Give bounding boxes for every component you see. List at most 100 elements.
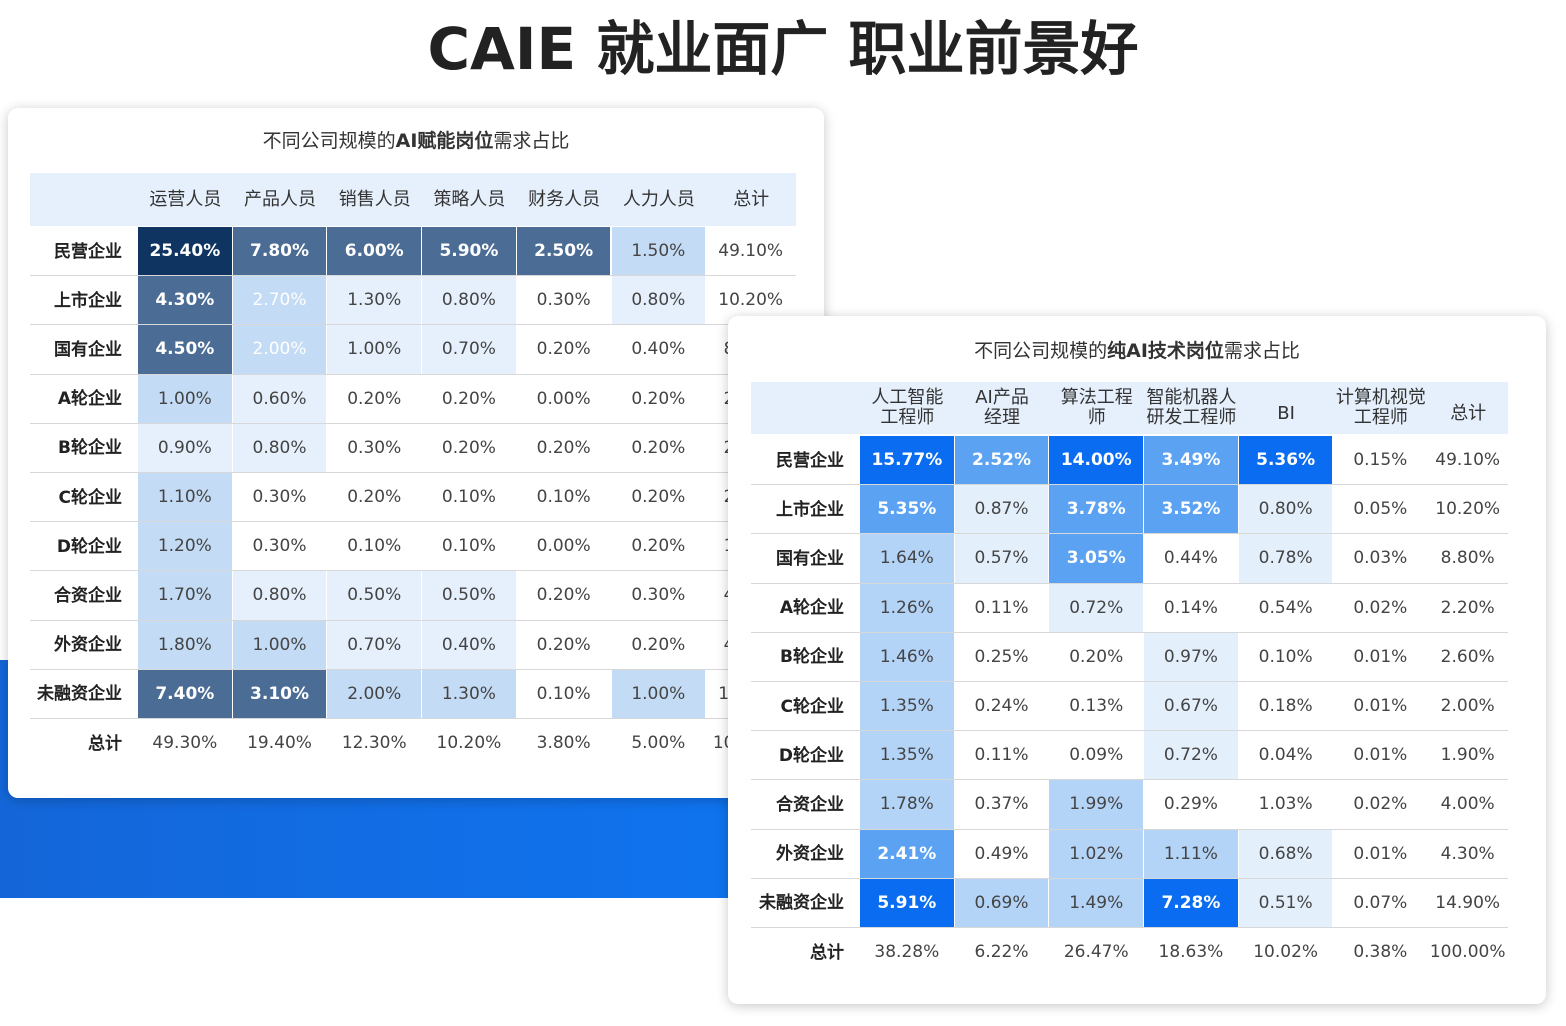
table-cell: 0.67% <box>1144 682 1238 731</box>
table-cell: 0.87% <box>954 485 1049 534</box>
table-cell: 0.10% <box>1238 632 1333 681</box>
table-cell: 1.00% <box>232 620 327 669</box>
table-cell: 0.70% <box>327 620 422 669</box>
table-cell: 1.00% <box>138 374 232 423</box>
table-cell: 0.72% <box>1144 731 1238 780</box>
table-cell: 4.30% <box>138 276 232 325</box>
row-divider <box>30 324 797 326</box>
table-cell: 0.20% <box>422 423 516 472</box>
row-label: B轮企业 <box>780 647 844 668</box>
title-part: 需求占比 <box>493 130 570 152</box>
row-divider <box>751 484 1509 486</box>
table-cell: 0.69% <box>954 878 1049 927</box>
page-title: CAIE 就业面广 职业前景好 <box>427 15 1139 83</box>
table-cell: 0.80% <box>422 276 516 325</box>
table-cell: 18.63% <box>1144 928 1238 977</box>
table-cell: 1.10% <box>138 473 232 522</box>
table-cell: 0.97% <box>1144 632 1238 681</box>
table-cell: 0.01% <box>1333 731 1428 780</box>
table-cell: 0.20% <box>327 473 422 522</box>
title-part: 需求占比 <box>1223 340 1300 362</box>
table-cell: 38.28% <box>860 928 954 977</box>
row-label: 民营企业 <box>54 241 122 262</box>
table-cell: 0.02% <box>1333 780 1428 829</box>
title-part: 不同公司规模的 <box>974 340 1108 362</box>
table-cell: 10.20% <box>422 719 516 768</box>
column-header: 总计 <box>733 188 770 210</box>
table-cell: 1.64% <box>860 534 954 583</box>
row-divider <box>751 631 1509 633</box>
header-line: 工程师 <box>880 407 935 428</box>
column-header: BI <box>1239 396 1334 432</box>
table-cell: 0.01% <box>1333 829 1428 878</box>
table-cell: 1.30% <box>327 276 422 325</box>
table-cell: 0.00% <box>516 522 611 571</box>
table-cell: 0.29% <box>1144 780 1238 829</box>
table-cell: 6.22% <box>954 928 1049 977</box>
header-line: 研发工程师 <box>1146 407 1237 428</box>
table-cell: 1.03% <box>1238 780 1333 829</box>
row-label: D轮企业 <box>56 536 122 557</box>
header-line: 人工智能 <box>871 387 944 408</box>
table-cell: 2.60% <box>1428 632 1508 681</box>
table-cell: 0.09% <box>1049 731 1144 780</box>
table-cell: 0.20% <box>611 620 706 669</box>
table-cell: 2.70% <box>232 276 327 325</box>
row-divider <box>30 718 797 719</box>
table-cell: 0.02% <box>1333 583 1428 632</box>
table-cell: 0.24% <box>954 682 1049 731</box>
table-cell: 1.49% <box>1049 878 1144 927</box>
table-cell: 3.80% <box>516 719 611 768</box>
table-cell: 1.90% <box>1428 731 1508 780</box>
row-label: 未融资企业 <box>37 684 122 705</box>
table-cell: 1.35% <box>860 731 954 780</box>
table-cell: 0.00% <box>516 374 611 423</box>
table-cell: 0.44% <box>1144 534 1238 583</box>
header-line: 总计 <box>1450 403 1487 424</box>
table-cell: 7.40% <box>138 669 232 718</box>
table-cell: 4.30% <box>1428 829 1508 878</box>
row-divider <box>751 730 1509 732</box>
table-cell: 0.51% <box>1238 878 1333 927</box>
column-header: 策略人员 <box>433 188 506 210</box>
table-cell: 100.00% <box>1428 928 1508 977</box>
table-cell: 0.50% <box>327 571 422 620</box>
header-line: BI <box>1277 403 1295 424</box>
table-cell: 0.05% <box>1333 485 1428 534</box>
table-cell: 4.00% <box>1428 780 1508 829</box>
row-label: D轮企业 <box>778 745 844 766</box>
row-label: 民营企业 <box>776 450 844 471</box>
table-cell: 1.00% <box>611 669 706 718</box>
table-cell: 10.02% <box>1238 928 1333 977</box>
table-cell: 0.01% <box>1333 632 1428 681</box>
table-cell: 0.60% <box>232 374 327 423</box>
table-cell: 1.20% <box>138 522 232 571</box>
table-cell: 49.10% <box>706 227 796 276</box>
row-label: 总计 <box>810 942 844 963</box>
table-cell: 3.05% <box>1049 534 1144 583</box>
table-cell: 0.80% <box>611 276 706 325</box>
table-cell: 2.00% <box>327 669 422 718</box>
card-title: 不同公司规模的AI赋能岗位需求占比 <box>8 126 824 153</box>
card: 不同公司规模的AI赋能岗位需求占比 运营人员 产品人员 销售人员 策略人员 财务人员 人力人… <box>8 108 824 798</box>
row-divider <box>30 521 797 523</box>
table-cell: 15.77% <box>860 436 954 485</box>
table-cell: 0.25% <box>954 632 1049 681</box>
table-cell: 0.37% <box>954 780 1049 829</box>
table-cell: 0.40% <box>422 620 516 669</box>
table-cell: 0.30% <box>516 276 611 325</box>
header-row <box>751 382 1509 434</box>
table-cell: 0.30% <box>232 473 327 522</box>
row-divider <box>30 275 797 277</box>
column-header: 产品人员 <box>244 188 317 210</box>
table-cell: 19.40% <box>232 719 327 768</box>
table-cell: 2.41% <box>860 829 954 878</box>
row-divider <box>751 681 1509 682</box>
table-cell: 5.91% <box>860 878 954 927</box>
column-header: 人力人员 <box>622 188 695 210</box>
row-divider <box>751 927 1509 928</box>
card: 不同公司规模的纯AI技术岗位需求占比 人工智能 工程师 AI产品 经理 算法工程师智能机器… <box>728 316 1546 1004</box>
table-cell: 0.50% <box>422 571 516 620</box>
table-cell: 3.78% <box>1049 485 1144 534</box>
table-cell: 0.20% <box>516 571 611 620</box>
